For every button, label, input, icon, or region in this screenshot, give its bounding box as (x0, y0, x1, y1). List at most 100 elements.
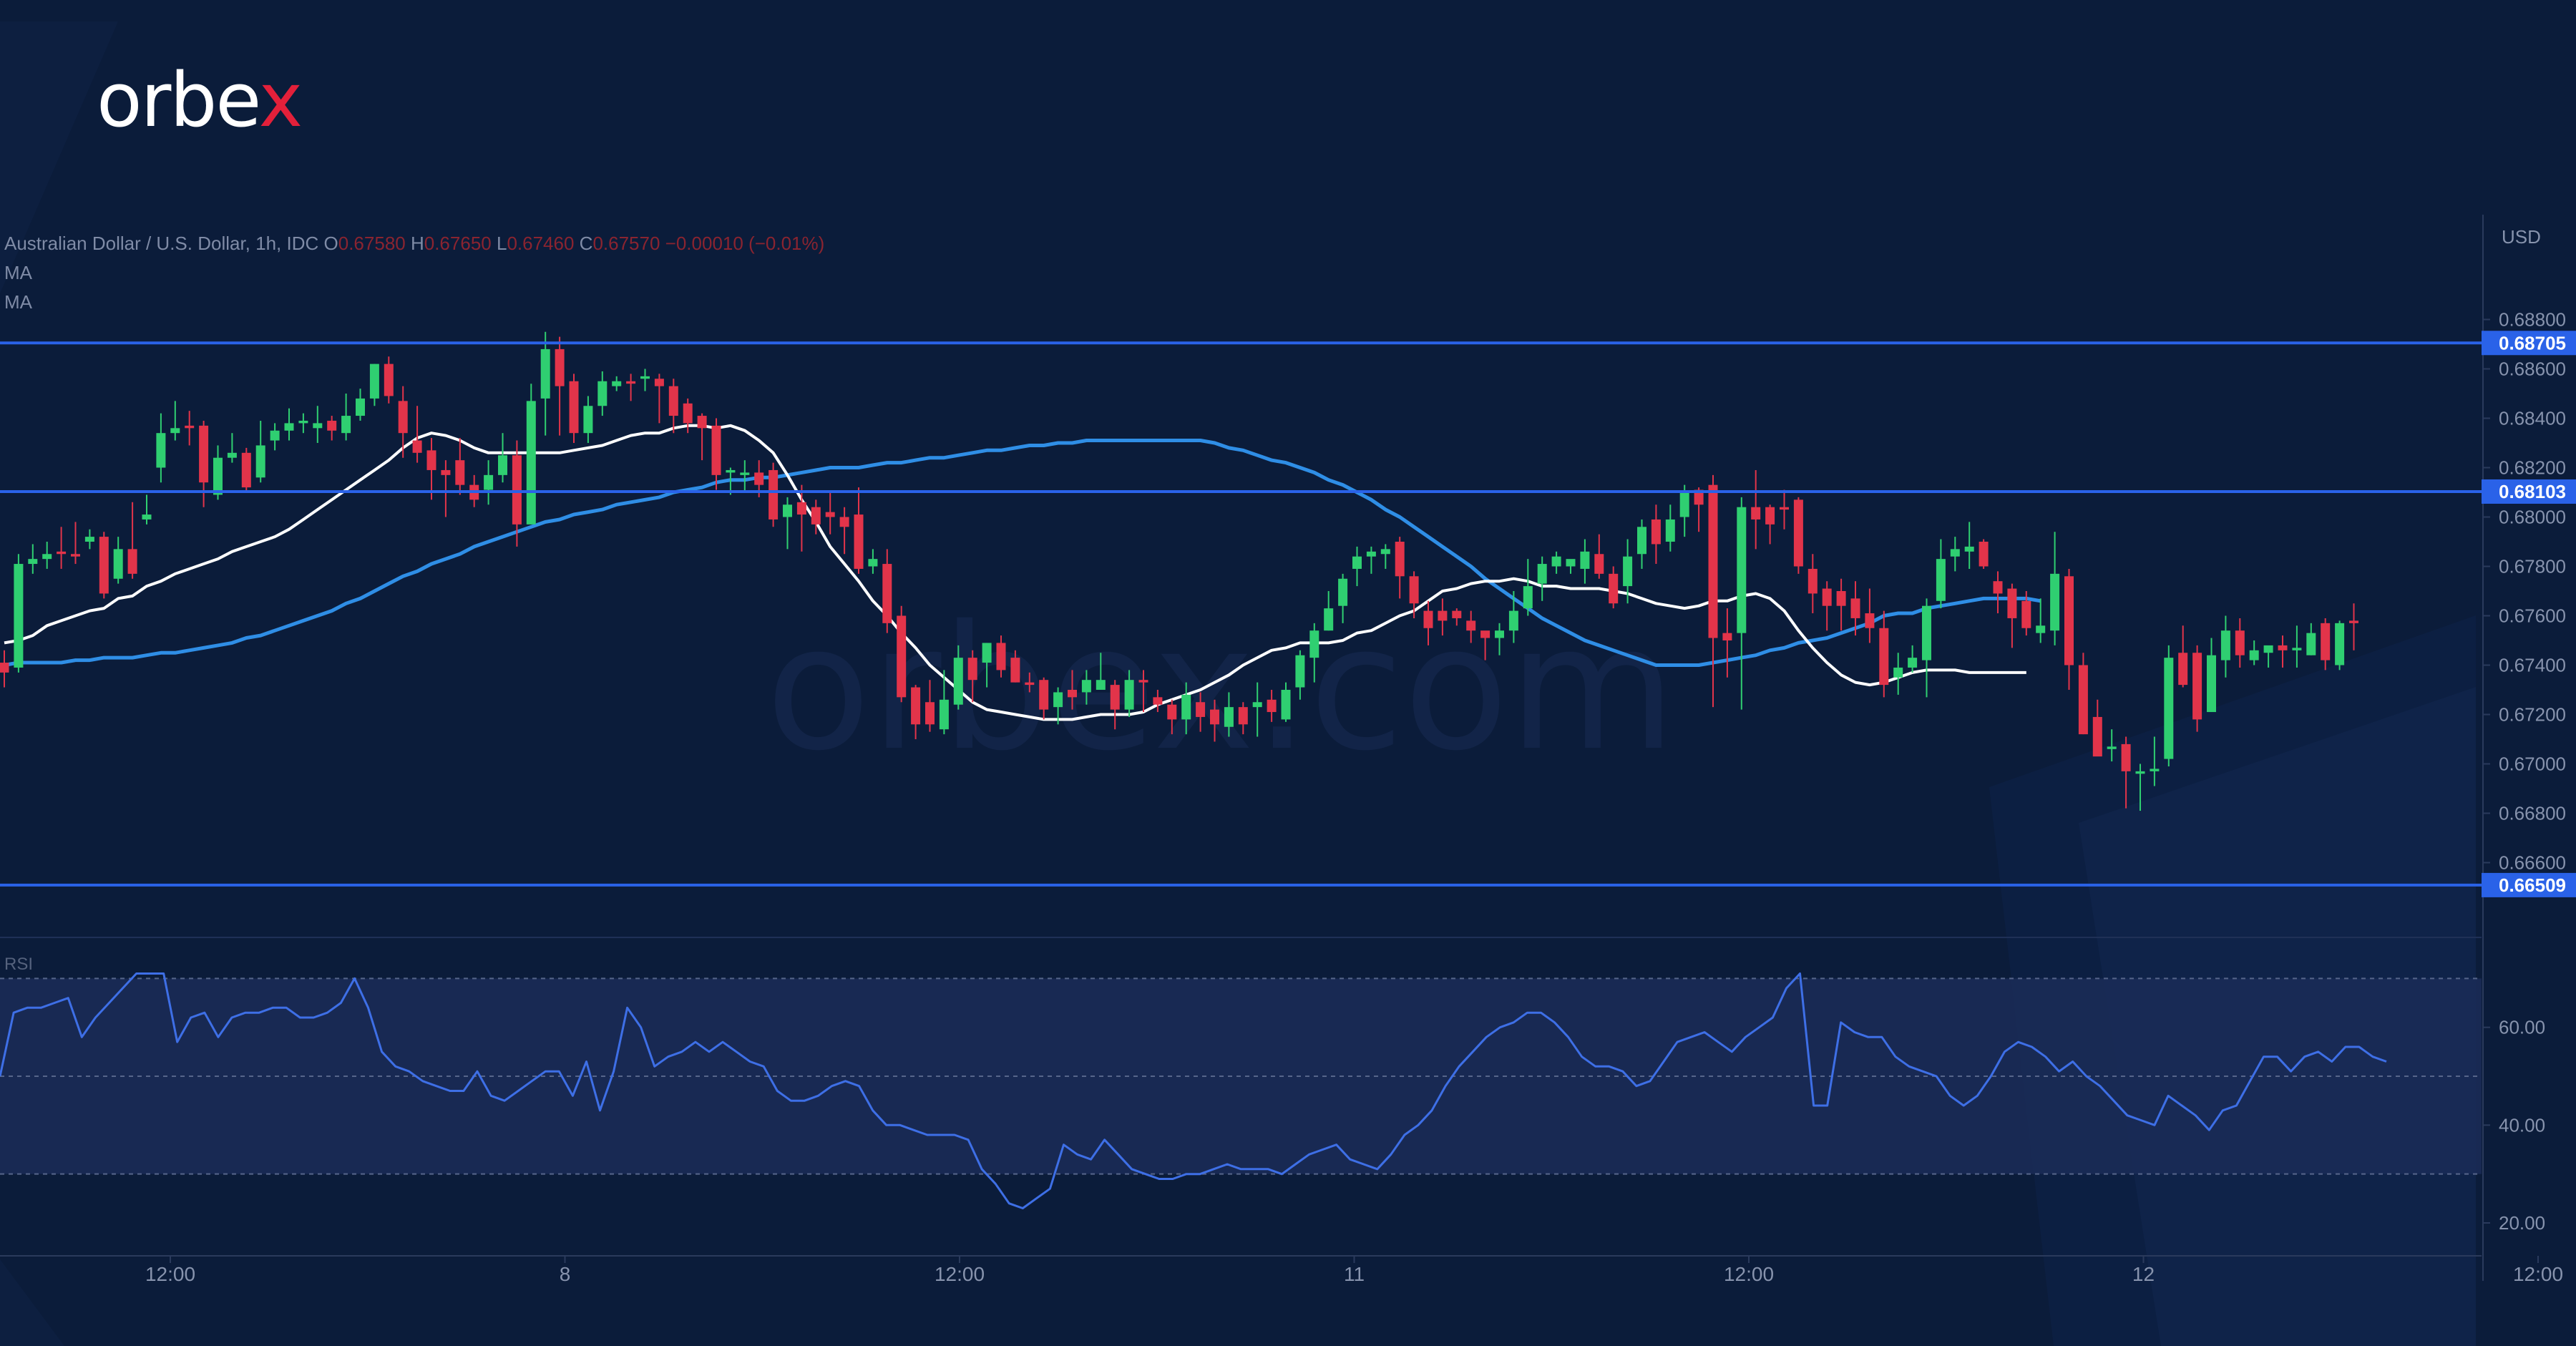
candle-down (1110, 685, 1120, 710)
ma-slow-line (4, 439, 2041, 667)
legend-ma-2[interactable]: MA (4, 291, 32, 313)
candle-up (1537, 564, 1547, 584)
candle-up (1124, 680, 1134, 710)
candle-down (1822, 588, 1832, 606)
candle-up (1623, 556, 1633, 587)
candle-down (398, 401, 408, 434)
candle-down (441, 469, 451, 475)
candle-down (1167, 704, 1177, 720)
candle-up (42, 554, 52, 560)
logo-accent: x (258, 57, 303, 144)
candle-up (1281, 690, 1291, 720)
candle-down (626, 381, 636, 384)
candle-down (1452, 610, 1462, 618)
candles (0, 331, 2358, 811)
candle-down (683, 403, 693, 424)
candle-up (213, 457, 223, 495)
candle-up (1295, 655, 1305, 688)
candle-down (512, 455, 522, 525)
candle-down (1850, 598, 1860, 618)
candle-up (1950, 549, 1960, 557)
candle-down (911, 687, 921, 725)
rsi-tick-label: 40.00 (2499, 1114, 2545, 1136)
candle-up (1922, 605, 1931, 660)
candle-down (1865, 613, 1875, 628)
candle-up (1380, 549, 1390, 555)
candle-up (1096, 680, 1106, 690)
candle-down (1395, 542, 1405, 577)
candle-down (2278, 645, 2288, 650)
candle-up (1309, 630, 1319, 658)
candle-up (953, 658, 963, 705)
candle-down (1196, 702, 1206, 717)
candle-up (1580, 551, 1590, 569)
candle-up (14, 564, 24, 668)
candle-down (1993, 581, 2003, 594)
legend-open: 0.67580 (338, 233, 406, 254)
candle-down (1025, 682, 1035, 686)
time-tick-label: 12:00 (2513, 1263, 2563, 1285)
candle-up (1352, 556, 1362, 569)
level-price-tag (2482, 479, 2576, 504)
candle-down (71, 554, 80, 557)
candle-down (1423, 610, 1433, 628)
price-tick-label: 0.67400 (2499, 655, 2566, 676)
candle-down (2078, 665, 2088, 735)
time-tick-label: 12:00 (935, 1263, 985, 1285)
candle-up (2036, 625, 2046, 633)
candle-up (298, 420, 308, 424)
legend-symbol-row: Australian Dollar / U.S. Dollar, 1h, IDC… (4, 229, 824, 258)
price-tick-label: 0.68800 (2499, 309, 2566, 331)
candle-down (412, 440, 422, 453)
candle-down (925, 702, 935, 725)
candle-down (1765, 507, 1775, 525)
candle-up (740, 472, 750, 475)
candle-up (868, 559, 878, 567)
candle-up (1053, 692, 1063, 708)
candle-down (1751, 507, 1761, 520)
candle-down (1153, 697, 1163, 705)
candle-down (2092, 716, 2102, 757)
price-tick-label: 0.67000 (2499, 754, 2566, 775)
candle-down (996, 643, 1006, 670)
candle-up (270, 430, 280, 441)
candle-down (839, 517, 849, 527)
time-axis: 12:00812:001112:001212:001312:001412:001… (145, 1256, 2563, 1285)
candle-down (1609, 573, 1619, 604)
price-axis: 0.68800 0.68600 0.68400 0.68200 0.68000 0.678… (2483, 309, 2566, 874)
candle-up (1081, 680, 1091, 693)
price-tick-label: 0.68400 (2499, 408, 2566, 429)
candle-up (2050, 573, 2060, 631)
candle-up (1338, 578, 1348, 606)
candle-down (711, 425, 721, 475)
candle-down (555, 348, 565, 386)
candle-down (1722, 633, 1732, 640)
time-tick-label: 8 (560, 1263, 571, 1285)
candle-down (1438, 610, 1448, 621)
candle-up (1566, 559, 1576, 567)
candle-down (897, 615, 907, 698)
rsi-label: RSI (4, 955, 34, 974)
candle-down (1480, 630, 1491, 638)
candle-up (1224, 707, 1234, 727)
candle-up (156, 433, 166, 468)
candle-up (583, 406, 593, 434)
candle-down (241, 452, 251, 488)
chart-grid (0, 215, 2484, 1281)
candle-up (2306, 633, 2316, 655)
price-tick-label: 0.68600 (2499, 359, 2566, 380)
candle-down (1010, 658, 1020, 683)
horizontal-levels[interactable]: 0.68705 0.68103 0.66509 (0, 331, 2576, 897)
candle-down (1651, 519, 1661, 545)
candle-up (1908, 658, 1918, 668)
candle-up (2207, 655, 2216, 713)
candle-down (654, 379, 664, 386)
candle-up (356, 398, 365, 416)
price-tick-label: 0.66800 (2499, 803, 2566, 824)
candle-up (1366, 551, 1376, 557)
rsi-tick-label: 20.00 (2499, 1212, 2545, 1234)
legend-ma-1[interactable]: MA (4, 262, 32, 283)
candle-down (426, 450, 436, 470)
legend-low: 0.67460 (507, 233, 575, 254)
